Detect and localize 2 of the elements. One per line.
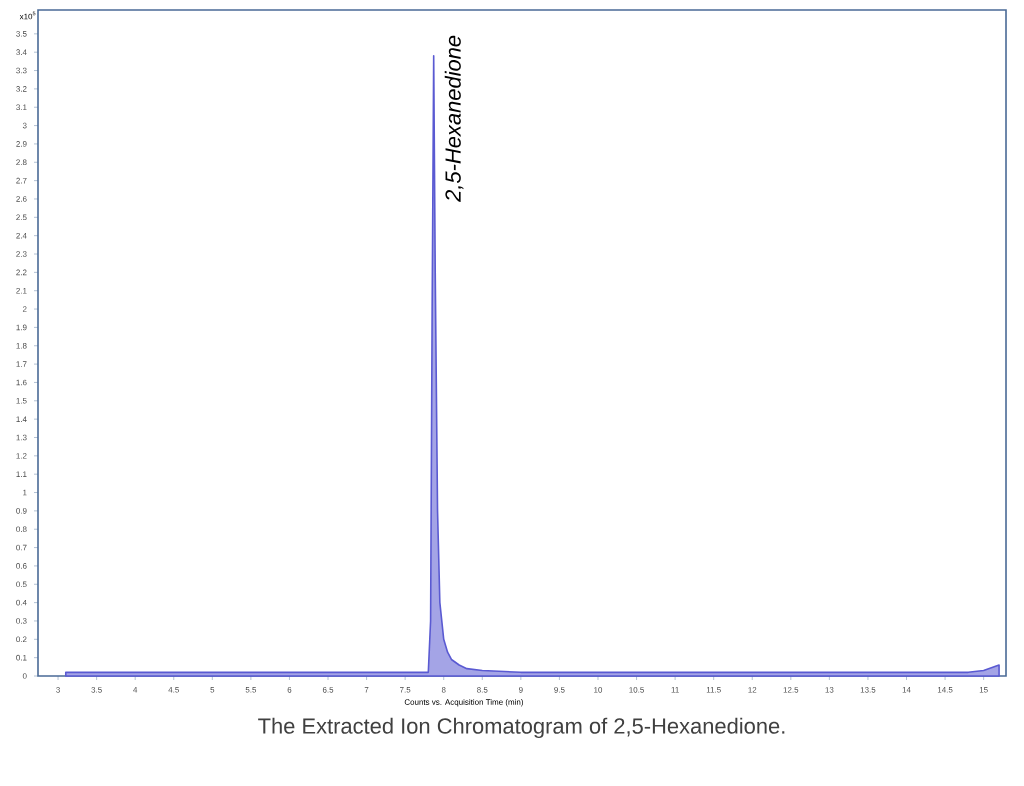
annotation: 2,5-Hexanedione	[444, 35, 464, 202]
text: The Extracted Ion Chromatogram of 2,5-Hexanedione.	[258, 717, 785, 739]
